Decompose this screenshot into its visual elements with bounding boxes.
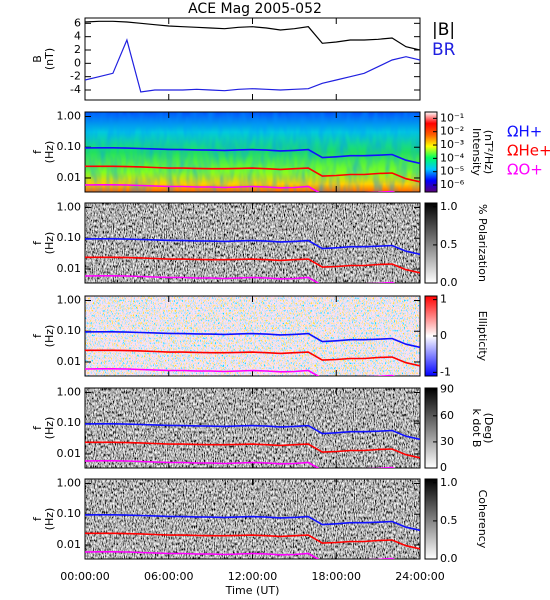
legend-label: ΩO+ bbox=[507, 161, 543, 179]
colorbar bbox=[424, 111, 438, 193]
colorbar-tick-label: 10⁻⁵ bbox=[440, 165, 464, 178]
colorbar bbox=[424, 387, 438, 469]
line bbox=[85, 460, 396, 468]
colorbar-tick-label: 10⁻³ bbox=[440, 138, 464, 151]
x-axis-label: Time (UT) bbox=[225, 584, 280, 597]
colorbar-tick-label: 0.0 bbox=[440, 276, 458, 289]
spectrogram bbox=[85, 203, 420, 283]
colorbar-label: k dot B bbox=[470, 409, 483, 448]
x-tick-label: 24:00:00 bbox=[395, 570, 444, 583]
y-axis-label: f bbox=[31, 425, 44, 430]
line bbox=[85, 256, 420, 274]
line bbox=[85, 331, 420, 349]
y-tick-label: 0.01 bbox=[57, 262, 82, 275]
line bbox=[85, 532, 420, 550]
line bbox=[85, 20, 420, 51]
y-axis-label: B bbox=[31, 55, 44, 63]
x-tick-label: 12:00:00 bbox=[228, 570, 277, 583]
line bbox=[85, 184, 396, 192]
line bbox=[85, 147, 420, 165]
colorbar-tick-label: 0.5 bbox=[440, 514, 458, 527]
colorbar-tick-label: 30 bbox=[440, 435, 454, 448]
spectrogram bbox=[85, 296, 420, 376]
y-axis-label: f bbox=[31, 333, 44, 338]
spectrogram bbox=[85, 479, 420, 559]
colorbar-label: Ellipticity bbox=[476, 311, 489, 362]
y-tick-label: 0.10 bbox=[57, 507, 82, 520]
y-tick-label: 0.10 bbox=[57, 140, 82, 153]
y-tick-label: -2 bbox=[70, 70, 81, 83]
colorbar-label: (nT²/Hz) bbox=[482, 130, 495, 174]
line bbox=[85, 38, 420, 93]
legend-label: ΩHe+ bbox=[507, 142, 550, 160]
colorbar-tick-label: 0 bbox=[440, 329, 447, 342]
colorbar-label: Coherency bbox=[476, 490, 489, 549]
colorbar-tick-label: 1 bbox=[440, 293, 447, 306]
colorbar-tick-label: 0.0 bbox=[440, 552, 458, 565]
y-tick-label: 1.00 bbox=[57, 200, 82, 213]
colorbar-tick-label: 90 bbox=[440, 383, 454, 396]
line bbox=[85, 441, 420, 459]
plot-frame bbox=[84, 17, 421, 101]
colorbar-tick-label: -1 bbox=[440, 365, 451, 378]
y-tick-label: 1.00 bbox=[57, 109, 82, 122]
y-tick-label: 0.10 bbox=[57, 231, 82, 244]
y-axis-label: f bbox=[31, 149, 44, 154]
line bbox=[85, 238, 420, 256]
x-tick-label: 06:00:00 bbox=[144, 570, 193, 583]
spectrogram-texture bbox=[85, 112, 420, 192]
legend-label: |B| bbox=[432, 20, 455, 40]
colorbar-tick-label: 10⁻⁶ bbox=[440, 178, 465, 191]
y-axis-label: (Hz) bbox=[43, 232, 56, 255]
colorbar-label: (Deg) bbox=[482, 413, 495, 444]
x-tick-label: 00:00:00 bbox=[60, 570, 109, 583]
line bbox=[85, 368, 396, 376]
y-tick-label: 2 bbox=[74, 43, 81, 56]
colorbar-tick-label: 10⁻⁴ bbox=[440, 151, 465, 164]
colorbar-label: % Polarization bbox=[476, 204, 489, 282]
y-axis-label: f bbox=[31, 240, 44, 245]
y-axis-label: f bbox=[31, 516, 44, 521]
line bbox=[85, 551, 396, 559]
line bbox=[85, 423, 420, 441]
colorbar-tick-label: 1.0 bbox=[440, 200, 458, 213]
y-tick-label: 0 bbox=[74, 56, 81, 69]
y-axis-label: (Hz) bbox=[43, 417, 56, 440]
line bbox=[85, 514, 420, 532]
y-tick-label: 0.01 bbox=[57, 355, 82, 368]
x-tick-label: 18:00:00 bbox=[312, 570, 361, 583]
y-tick-label: 0.01 bbox=[57, 171, 82, 184]
colorbar-tick-label: 0.5 bbox=[440, 238, 458, 251]
legend-label: ΩH+ bbox=[507, 123, 542, 141]
y-tick-label: -4 bbox=[70, 83, 81, 96]
colorbar-tick-label: 1.0 bbox=[440, 476, 458, 489]
y-tick-label: 0.01 bbox=[57, 538, 82, 551]
y-tick-label: 0.01 bbox=[57, 447, 82, 460]
colorbar-tick-label: 0 bbox=[440, 461, 447, 474]
colorbar bbox=[424, 478, 438, 560]
y-tick-label: 1.00 bbox=[57, 385, 82, 398]
line bbox=[85, 349, 420, 367]
line bbox=[85, 275, 396, 283]
y-axis-label: (Hz) bbox=[43, 325, 56, 348]
colorbar-label: Intensity bbox=[470, 128, 483, 176]
spectrogram bbox=[85, 388, 420, 468]
colorbar bbox=[424, 202, 438, 284]
y-axis-label: (Hz) bbox=[43, 141, 56, 164]
line bbox=[85, 165, 420, 183]
colorbar-tick-label: 10⁻² bbox=[440, 125, 464, 138]
colorbar-tick-label: 10⁻¹ bbox=[440, 111, 464, 124]
y-tick-label: 0.10 bbox=[57, 416, 82, 429]
colorbar-tick-label: 60 bbox=[440, 409, 454, 422]
y-tick-label: 1.00 bbox=[57, 476, 82, 489]
y-tick-label: 1.00 bbox=[57, 293, 82, 306]
legend-label: BR bbox=[432, 40, 456, 60]
y-tick-label: 6 bbox=[74, 16, 81, 29]
y-axis-label: (Hz) bbox=[43, 508, 56, 531]
y-tick-label: 0.10 bbox=[57, 324, 82, 337]
y-tick-label: 4 bbox=[74, 30, 81, 43]
chart-title: ACE Mag 2005-052 bbox=[188, 1, 322, 17]
y-axis-label: (nT) bbox=[43, 48, 56, 70]
